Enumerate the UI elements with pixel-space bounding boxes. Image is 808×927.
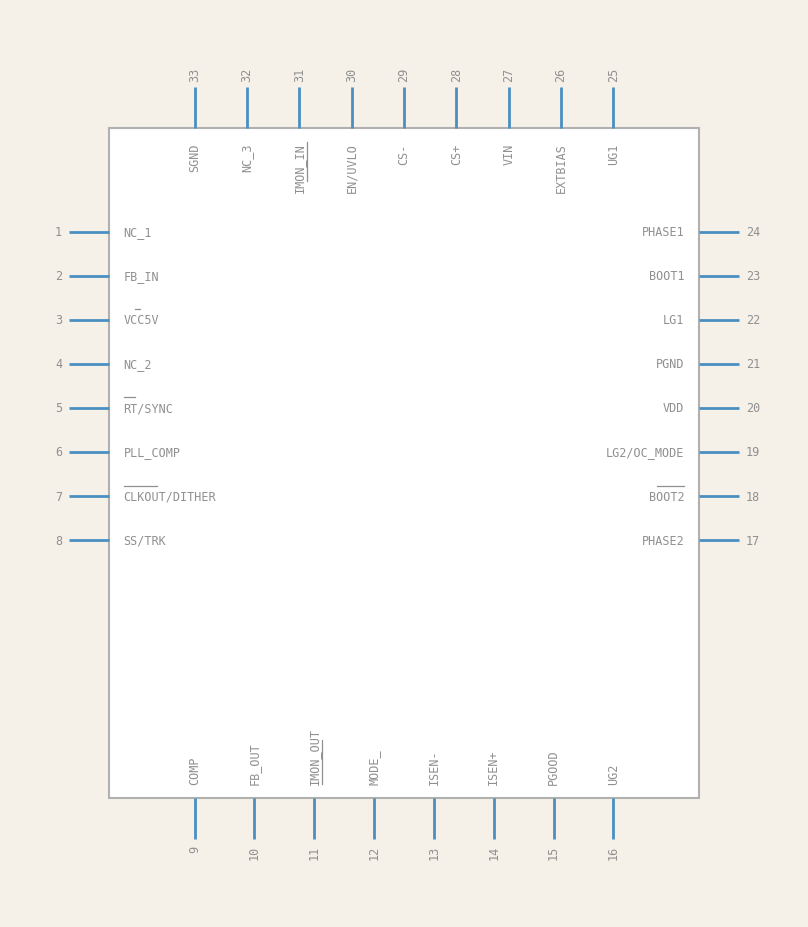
Text: COMP: COMP bbox=[188, 756, 201, 784]
Text: 12: 12 bbox=[368, 845, 381, 859]
Text: 13: 13 bbox=[427, 845, 440, 859]
Text: SGND: SGND bbox=[188, 143, 201, 171]
Text: CS-: CS- bbox=[398, 143, 410, 164]
Text: EN/UVLO: EN/UVLO bbox=[345, 143, 358, 193]
Text: 9: 9 bbox=[188, 845, 201, 853]
Text: 26: 26 bbox=[554, 68, 567, 82]
Text: PHASE2: PHASE2 bbox=[642, 534, 684, 547]
Text: UG1: UG1 bbox=[607, 143, 620, 164]
Text: 31: 31 bbox=[292, 68, 305, 82]
Text: 1: 1 bbox=[55, 226, 62, 239]
Text: NC_3: NC_3 bbox=[241, 143, 254, 171]
Text: 16: 16 bbox=[607, 845, 620, 859]
Text: 30: 30 bbox=[345, 68, 358, 82]
Text: 2: 2 bbox=[55, 270, 62, 283]
Text: 10: 10 bbox=[248, 845, 261, 859]
Text: NC_2: NC_2 bbox=[124, 358, 152, 371]
Text: 27: 27 bbox=[503, 68, 516, 82]
Text: EXTBIAS: EXTBIAS bbox=[554, 143, 567, 193]
Text: PLL_COMP: PLL_COMP bbox=[124, 446, 181, 459]
Text: 33: 33 bbox=[188, 68, 201, 82]
Text: ISEN-: ISEN- bbox=[427, 748, 440, 784]
Text: 21: 21 bbox=[746, 358, 760, 371]
Text: 24: 24 bbox=[746, 226, 760, 239]
Text: FB_IN: FB_IN bbox=[124, 270, 159, 283]
Text: 6: 6 bbox=[55, 446, 62, 459]
Text: 25: 25 bbox=[607, 68, 620, 82]
Text: MODE_: MODE_ bbox=[368, 748, 381, 784]
Text: PHASE1: PHASE1 bbox=[642, 226, 684, 239]
Text: 18: 18 bbox=[746, 490, 760, 503]
Text: IMON_OUT: IMON_OUT bbox=[308, 727, 321, 784]
Text: 11: 11 bbox=[308, 845, 321, 859]
Text: 28: 28 bbox=[450, 68, 463, 82]
Text: 17: 17 bbox=[746, 534, 760, 547]
Text: VDD: VDD bbox=[663, 402, 684, 415]
Text: 22: 22 bbox=[746, 314, 760, 327]
Text: 3: 3 bbox=[55, 314, 62, 327]
Text: BOOT2: BOOT2 bbox=[649, 490, 684, 503]
Text: 15: 15 bbox=[547, 845, 560, 859]
Text: 4: 4 bbox=[55, 358, 62, 371]
Text: 8: 8 bbox=[55, 534, 62, 547]
Text: VIN: VIN bbox=[503, 143, 516, 164]
Text: PGND: PGND bbox=[656, 358, 684, 371]
Text: 20: 20 bbox=[746, 402, 760, 415]
Text: LG1: LG1 bbox=[663, 314, 684, 327]
Text: UG2: UG2 bbox=[607, 763, 620, 784]
Text: 7: 7 bbox=[55, 490, 62, 503]
Text: ISEN+: ISEN+ bbox=[487, 748, 500, 784]
Text: 23: 23 bbox=[746, 270, 760, 283]
Bar bbox=[109, 129, 699, 798]
Text: 19: 19 bbox=[746, 446, 760, 459]
Text: VCC5V: VCC5V bbox=[124, 314, 159, 327]
Text: PGOOD: PGOOD bbox=[547, 748, 560, 784]
Text: FB_OUT: FB_OUT bbox=[248, 742, 261, 784]
Text: IMON_IN: IMON_IN bbox=[292, 143, 305, 193]
Text: 32: 32 bbox=[241, 68, 254, 82]
Text: 5: 5 bbox=[55, 402, 62, 415]
Text: CLKOUT/DITHER: CLKOUT/DITHER bbox=[124, 490, 217, 503]
Text: RT/SYNC: RT/SYNC bbox=[124, 402, 174, 415]
Text: LG2/OC_MODE: LG2/OC_MODE bbox=[606, 446, 684, 459]
Text: CS+: CS+ bbox=[450, 143, 463, 164]
Text: NC_1: NC_1 bbox=[124, 226, 152, 239]
Text: BOOT1: BOOT1 bbox=[649, 270, 684, 283]
Text: 29: 29 bbox=[398, 68, 410, 82]
Text: 14: 14 bbox=[487, 845, 500, 859]
Text: SS/TRK: SS/TRK bbox=[124, 534, 166, 547]
